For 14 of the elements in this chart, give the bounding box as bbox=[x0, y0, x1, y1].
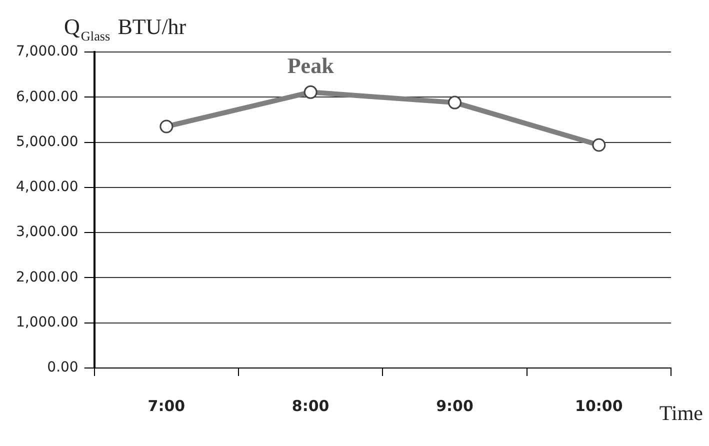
y-tick-label: 3,000.00 bbox=[16, 224, 78, 240]
x-tick-label: 10:00 bbox=[575, 396, 623, 415]
x-axis-title: Time bbox=[659, 401, 704, 425]
annotation: Peak bbox=[287, 52, 335, 78]
y-tick-label: 4,000.00 bbox=[16, 179, 78, 196]
y-tick-label: 5,000.00 bbox=[16, 134, 78, 150]
x-tick-label: 9:00 bbox=[436, 396, 474, 415]
y-tick-label: 2,000.00 bbox=[16, 269, 78, 286]
x-tick-label: 7:00 bbox=[148, 396, 186, 415]
y-tick-label: 7,000.00 bbox=[16, 44, 78, 60]
y-tick-label: 1,000.00 bbox=[16, 314, 78, 330]
x-tick-label: 8:00 bbox=[292, 396, 330, 415]
y-tick-label: 6,000.00 bbox=[16, 88, 78, 105]
y-tick-label: 0.00 bbox=[47, 360, 78, 376]
